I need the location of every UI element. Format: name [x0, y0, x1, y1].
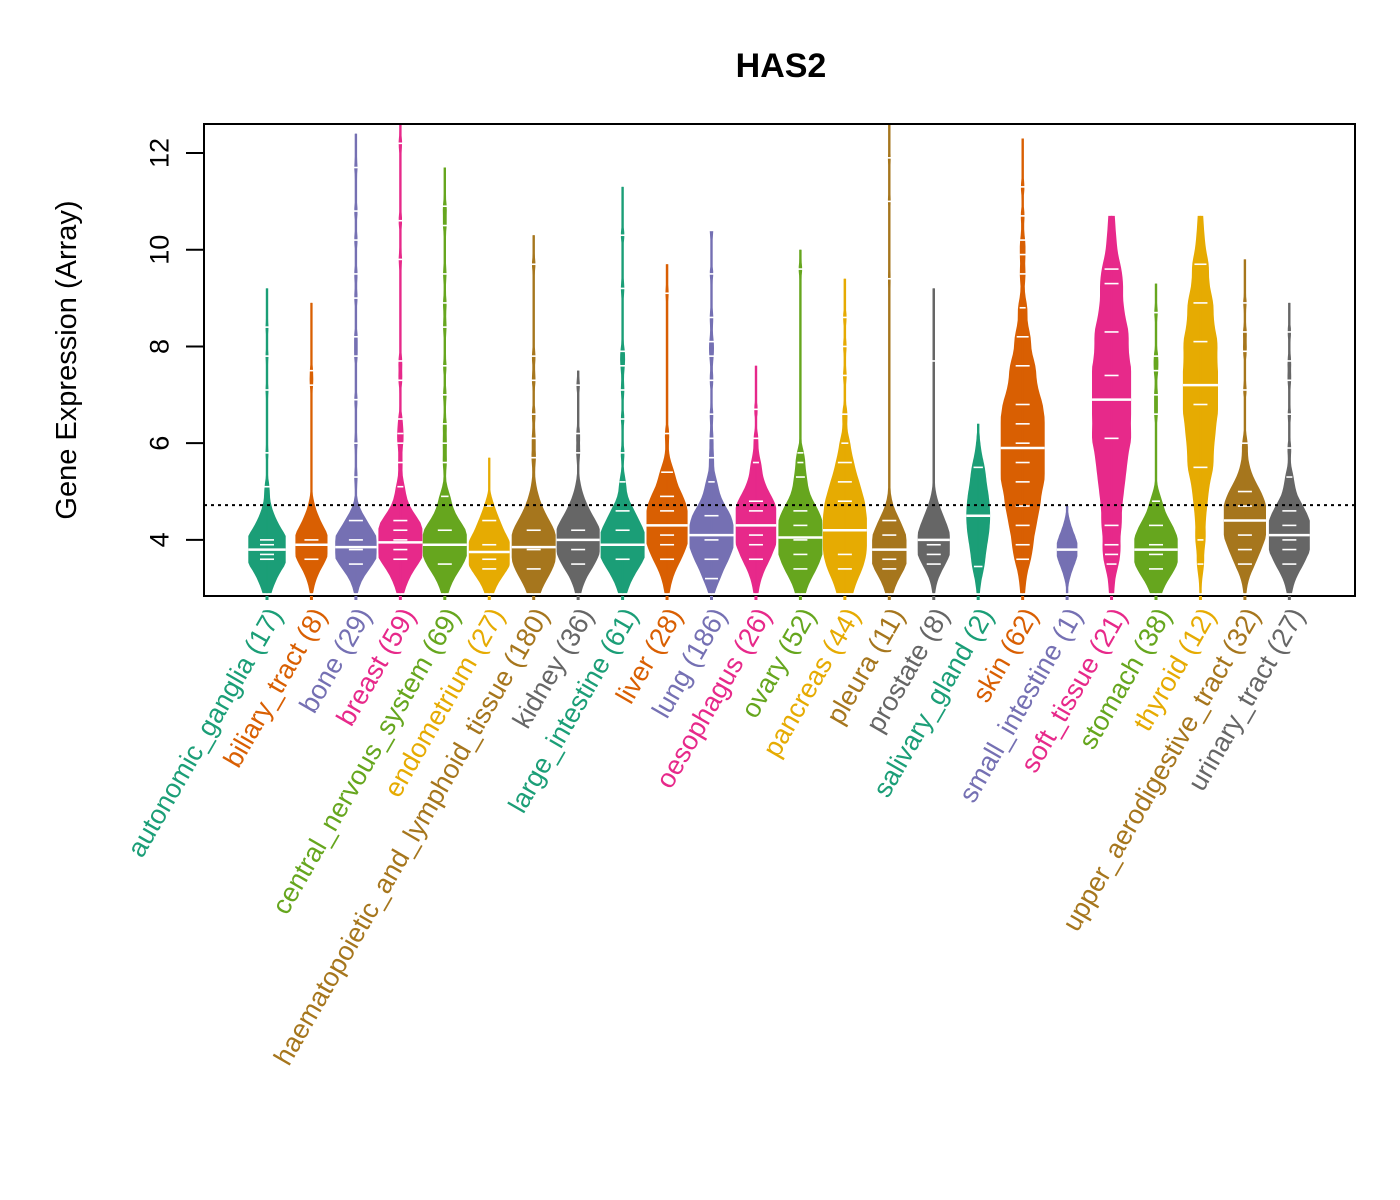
violin-skin: [1000, 138, 1045, 594]
violins-group: [248, 124, 1310, 594]
violin-stomach: [1134, 283, 1178, 594]
violin-ovary: [778, 249, 823, 594]
violin-pancreas: [822, 278, 867, 594]
y-axis-label: Gene Expression (Array): [51, 200, 83, 519]
y-tick-label: 8: [144, 339, 174, 354]
y-tick-label: 10: [144, 235, 174, 265]
violin-kidney: [556, 370, 600, 594]
violin-endometrium: [468, 457, 510, 594]
violin-liver: [646, 264, 688, 594]
violin-breast: [378, 124, 423, 594]
violin-thyroid: [1182, 215, 1218, 594]
plot-frame: [203, 123, 1356, 597]
y-axis: 4 6 8 10 12: [144, 138, 204, 547]
violin-autonomic-ganglia: [248, 288, 286, 594]
violin-small-intestine: [1056, 506, 1078, 594]
violin-pleura: [872, 124, 907, 594]
violin-central-nervous-system: [422, 167, 467, 594]
violin-oesophagus: [735, 365, 777, 594]
violin-haematopoietic-and-lymphoid-tissue: [511, 235, 556, 594]
y-tick-label: 6: [144, 436, 174, 451]
violin-bone: [335, 133, 377, 594]
y-tick-label: 4: [144, 532, 174, 547]
violin-large-intestine: [600, 186, 645, 594]
violin-upper-aerodigestive-tract: [1223, 259, 1266, 594]
violin-prostate: [917, 288, 950, 594]
violin-soft-tissue: [1092, 215, 1132, 594]
violin-salivary-gland: [966, 423, 991, 594]
y-tick-label: 12: [144, 138, 174, 168]
chart-title: HAS2: [736, 47, 827, 85]
violin-lung: [689, 229, 734, 594]
x-axis-labels: autonomic_ganglia (17)biliary_tract (8)b…: [121, 596, 1311, 1070]
violin-biliary-tract: [295, 302, 328, 594]
violin-urinary-tract: [1268, 302, 1310, 594]
